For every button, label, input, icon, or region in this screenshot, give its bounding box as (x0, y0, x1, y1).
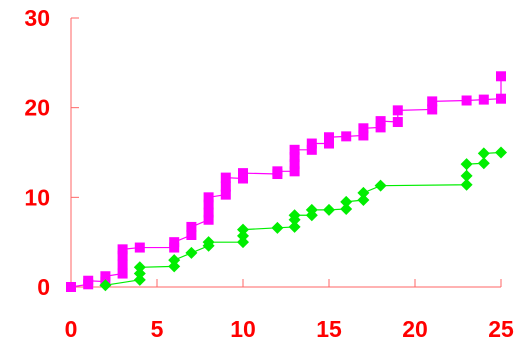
series-point-square (203, 207, 214, 218)
series-point-diamond (133, 261, 146, 274)
series-point-square (306, 144, 317, 155)
series-point-square (203, 199, 214, 210)
y-tick-label: 0 (37, 274, 50, 300)
series-point-square (272, 166, 283, 177)
y-tick-label: 10 (24, 184, 50, 210)
series-point-square (427, 96, 438, 107)
series-point-square (324, 132, 334, 143)
series-point-square (392, 105, 403, 116)
x-tick-label: 20 (402, 316, 428, 342)
series-point-square (238, 173, 248, 184)
series-point-diamond (340, 202, 353, 215)
series-point-diamond (340, 195, 353, 208)
y-tick-label: 30 (24, 5, 50, 31)
series-point-square (238, 168, 248, 179)
series-point-square (83, 275, 94, 286)
series-point-square (134, 242, 145, 253)
series-point-square (375, 122, 386, 133)
series-point-square (186, 229, 197, 240)
series-point-diamond (185, 246, 198, 259)
series-point-square (117, 244, 128, 255)
series-point-square (306, 138, 317, 149)
series-point-square (478, 94, 489, 105)
series-point-square (358, 123, 369, 134)
y-tick-label: 20 (24, 95, 50, 121)
series-point-diamond (168, 260, 181, 273)
series-point-square (358, 130, 369, 141)
series-point-square (375, 116, 386, 127)
x-tick-label: 15 (316, 316, 342, 342)
series-point-square (496, 93, 506, 104)
series-point-diamond (271, 221, 284, 234)
x-tick-label: 25 (488, 316, 514, 342)
series-point-square (427, 104, 438, 115)
series-point-diamond (460, 178, 473, 191)
series-point-square (117, 250, 128, 261)
series-point-square (289, 166, 300, 177)
series-point-square (220, 189, 231, 200)
series-point-diamond (305, 203, 318, 216)
series-point-square (392, 117, 403, 128)
series-point-diamond (495, 146, 507, 159)
series-point-diamond (99, 279, 112, 292)
series-line-1 (105, 151, 502, 286)
series-point-square (341, 131, 352, 142)
series-point-diamond (323, 203, 335, 216)
series-point-square (117, 259, 128, 270)
series-point-diamond (133, 273, 146, 286)
series-point-diamond (477, 157, 490, 170)
axes (70, 17, 502, 288)
series-point-diamond (460, 158, 473, 171)
series-point-square (169, 242, 180, 253)
series-point-square (220, 172, 231, 183)
series-point-square (496, 71, 506, 82)
series-point-square (324, 138, 334, 149)
series-point-diamond (357, 186, 370, 199)
series-point-diamond (168, 254, 181, 267)
series-point-diamond (202, 236, 215, 249)
series-point-square (289, 144, 300, 155)
series-point-square (117, 268, 128, 279)
tick-labels: 0 5 10 15 20 25 0 10 20 30 (24, 5, 514, 342)
series-point-square (289, 151, 300, 162)
series-markers (66, 71, 507, 292)
series-point-square (220, 181, 231, 192)
series-point-square (100, 271, 111, 282)
series-point-diamond (357, 194, 370, 207)
series-point-square (203, 214, 214, 225)
series-point-square (186, 221, 197, 232)
series-point-diamond (237, 223, 249, 236)
series-point-diamond (460, 169, 473, 182)
series-point-square (289, 159, 300, 170)
series-point-square (66, 282, 76, 292)
series-point-diamond (288, 209, 301, 222)
series-point-diamond (288, 220, 301, 233)
series-point-diamond (237, 229, 249, 242)
x-tick-label: 10 (230, 316, 256, 342)
series-point-diamond (374, 179, 387, 192)
x-tick-label: 0 (65, 316, 78, 342)
series-point-square (461, 95, 472, 106)
series-point-diamond (477, 147, 490, 160)
series-point-square (169, 237, 180, 248)
series-point-diamond (133, 267, 146, 280)
x-tick-label: 5 (151, 316, 164, 342)
series-point-square (203, 192, 214, 203)
series-point-diamond (237, 236, 249, 249)
